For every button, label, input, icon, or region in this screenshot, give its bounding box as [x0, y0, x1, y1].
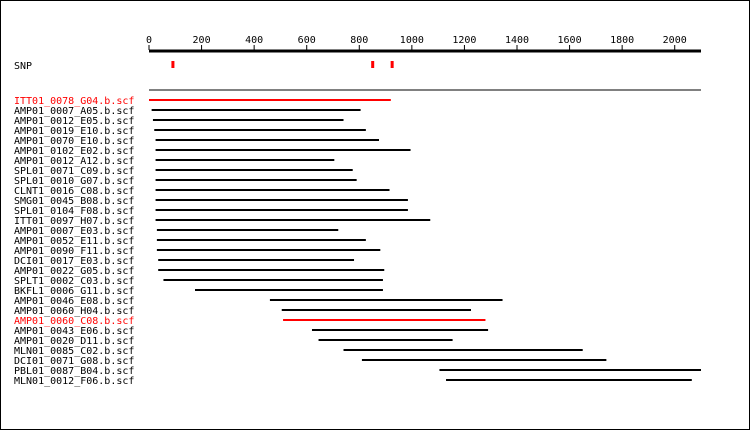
read-label: MLN01_0012_F06.b.scf — [14, 376, 134, 387]
read-label: CLNT1_0016_C08.b.scf — [14, 186, 134, 197]
read-label: AMP01_0060_C08.b.scf — [14, 316, 134, 327]
axis-tick-label: 1400 — [505, 35, 529, 46]
axis-tick-label: 1800 — [610, 35, 634, 46]
snp-track-label: SNP — [14, 61, 32, 72]
read-label: AMP01_0070_E10.b.scf — [14, 136, 134, 147]
read-label: MLN01_0085_C02.b.scf — [14, 346, 134, 357]
axis-tick-label: 1000 — [400, 35, 424, 46]
axis-tick-label: 2000 — [663, 35, 687, 46]
read-label: SPLT1_0002_C03.b.scf — [14, 276, 134, 287]
read-label: SPL01_0104_F08.b.scf — [14, 206, 134, 217]
read-label: AMP01_0090_F11.b.scf — [14, 246, 134, 257]
read-label: AMP01_0012_A12.b.scf — [14, 156, 134, 167]
axis-tick-label: 400 — [245, 35, 263, 46]
read-label: AMP01_0043_E06.b.scf — [14, 326, 134, 337]
read-label: AMP01_0012_E05.b.scf — [14, 116, 134, 127]
snp-marker — [171, 61, 175, 68]
axis-tick-label: 600 — [298, 35, 316, 46]
read-label: AMP01_0007_A05.b.scf — [14, 106, 134, 117]
read-label: AMP01_0046_E08.b.scf — [14, 296, 134, 307]
axis-ticks: 0 200 400 600 800 1000 1200 1400 1600 1800 2000 — [146, 35, 687, 50]
axis-tick-label: 1200 — [452, 35, 476, 46]
read-label: AMP01_0022_G05.b.scf — [14, 266, 134, 277]
read-bars — [149, 99, 701, 381]
axis-tick-label: 0 — [146, 35, 152, 46]
read-label: SPL01_0071_C09.b.scf — [14, 166, 134, 177]
read-label: BKFL1_0006_G11.b.scf — [14, 286, 134, 297]
read-label: ITT01_0097_H07.b.scf — [14, 216, 134, 227]
snp-markers — [171, 61, 394, 68]
read-label: ITT01_0078_G04.b.scf — [14, 96, 134, 107]
read-label: DCI01_0071_G08.b.scf — [14, 356, 134, 367]
read-label: PBL01_0087_B04.b.scf — [14, 366, 134, 377]
snp-marker — [371, 61, 375, 68]
read-label: DCI01_0017_E03.b.scf — [14, 256, 134, 267]
read-label: AMP01_0007_E03.b.scf — [14, 226, 134, 237]
read-label: SMG01_0045_B08.b.scf — [14, 196, 134, 207]
read-label: AMP01_0052_E11.b.scf — [14, 236, 134, 247]
axis-tick-label: 800 — [350, 35, 368, 46]
snp-marker — [390, 61, 394, 68]
read-label: AMP01_0019_E10.b.scf — [14, 126, 134, 137]
read-label: AMP01_0060_H04.b.scf — [14, 306, 134, 317]
read-label: AMP01_0102_E02.b.scf — [14, 146, 134, 157]
read-label: AMP01_0020_D11.b.scf — [14, 336, 134, 347]
read-labels: ITT01_0078_G04.b.scfAMP01_0007_A05.b.scf… — [14, 96, 134, 387]
read-label: SPL01_0010_G07.b.scf — [14, 176, 134, 187]
axis-tick-label: 1600 — [558, 35, 582, 46]
axis-tick-label: 200 — [193, 35, 211, 46]
